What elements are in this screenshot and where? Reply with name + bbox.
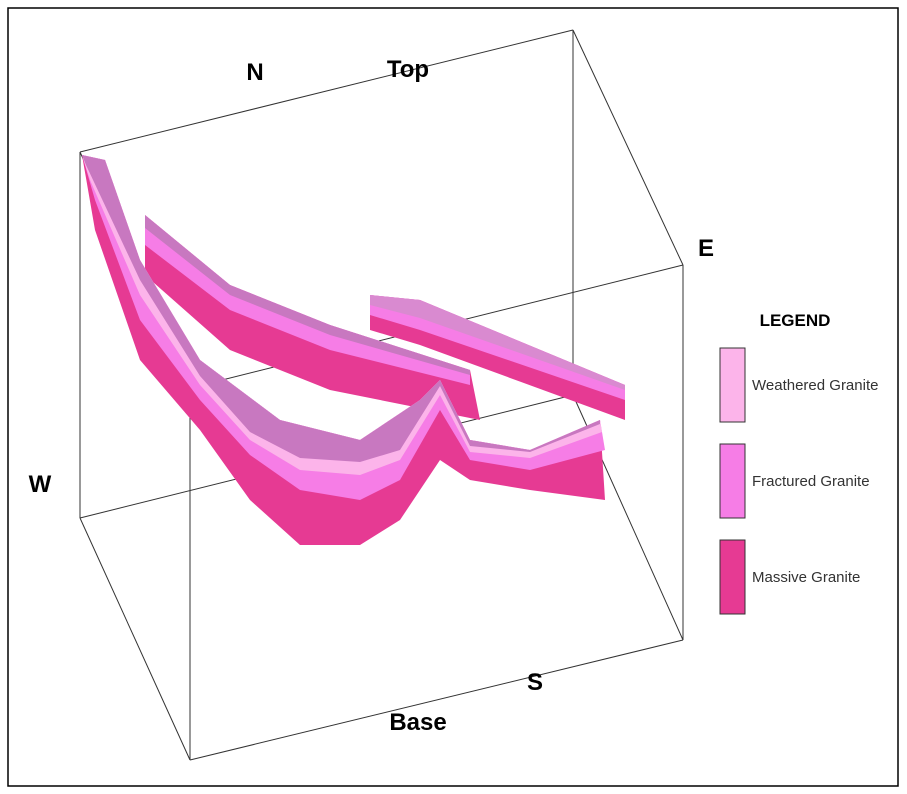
- legend: Weathered Granite Fractured Granite Massiv…: [720, 348, 878, 614]
- legend-swatch: [720, 540, 745, 614]
- legend-swatch: [720, 444, 745, 518]
- label-south: S: [527, 669, 543, 696]
- label-north: N: [246, 59, 263, 86]
- label-west: W: [29, 471, 52, 498]
- legend-swatch: [720, 348, 745, 422]
- label-base: Base: [389, 709, 446, 736]
- legend-title: LEGEND: [760, 311, 831, 330]
- legend-label: Fractured Granite: [752, 473, 870, 490]
- label-east: E: [698, 235, 714, 262]
- legend-label: Massive Granite: [752, 569, 860, 586]
- diagram: N Top E W S Base LEGEND Weathered Granit…: [0, 0, 907, 794]
- legend-label: Weathered Granite: [752, 377, 878, 394]
- label-top: Top: [387, 56, 429, 83]
